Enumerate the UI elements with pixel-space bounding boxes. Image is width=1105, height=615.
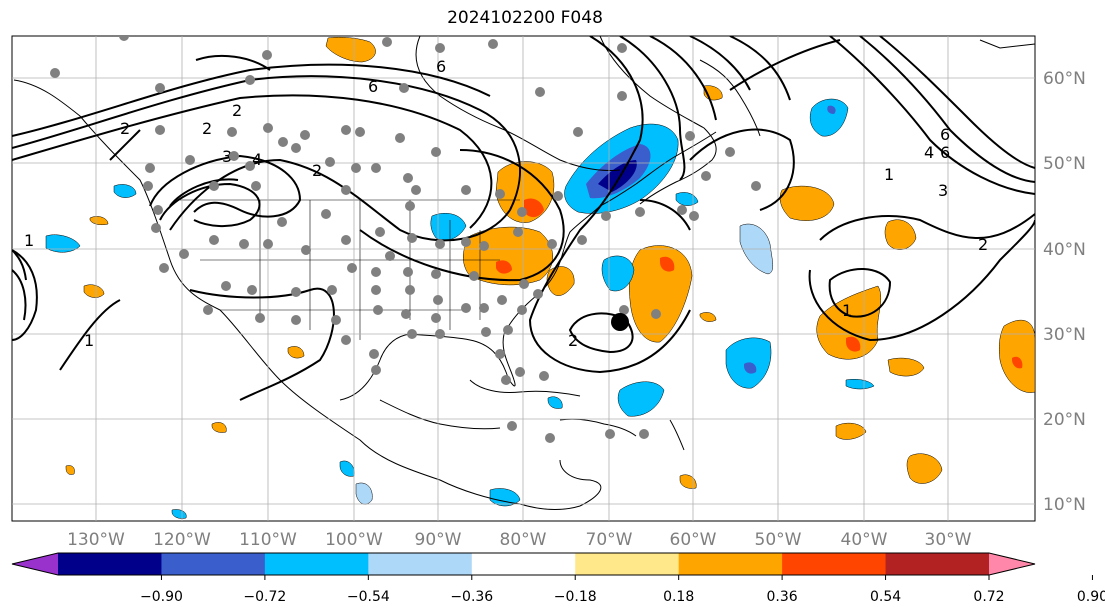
svg-text:10°N: 10°N — [1043, 495, 1086, 515]
colorbar: −0.90 −0.72 −0.54 −0.36 −0.18 0.18 0.36 0.54 0.7… — [11, 552, 1105, 605]
svg-text:6: 6 — [436, 57, 446, 76]
colorbar-segment — [575, 553, 680, 575]
latitude-labels: 60°N 50°N 40°N 30°N 20°N 10°N — [1043, 69, 1086, 515]
colorbar-segment — [471, 553, 576, 575]
svg-text:6: 6 — [940, 125, 950, 144]
colorbar-segment — [264, 553, 369, 575]
svg-text:50°W: 50°W — [755, 530, 802, 550]
svg-text:70°W: 70°W — [586, 530, 633, 550]
svg-text:90°W: 90°W — [415, 530, 462, 550]
svg-text:2: 2 — [120, 119, 130, 138]
svg-text:130°W: 130°W — [67, 530, 125, 550]
svg-text:3: 3 — [938, 181, 948, 200]
colorbar-tick-label: 0.90 — [1077, 589, 1105, 605]
svg-text:4: 4 — [252, 150, 262, 169]
svg-text:30°N: 30°N — [1043, 325, 1086, 345]
svg-text:100°W: 100°W — [325, 530, 383, 550]
svg-text:1: 1 — [842, 301, 852, 320]
longitude-labels: 130°W 120°W 110°W 100°W 90°W 80°W 70°W 6… — [67, 530, 972, 550]
svg-text:2: 2 — [232, 101, 242, 120]
svg-text:40°W: 40°W — [841, 530, 888, 550]
colorbar-tick-label: −0.72 — [243, 589, 286, 605]
positive-anomaly-shading — [65, 36, 1035, 489]
contour-lines — [12, 36, 1035, 401]
colorbar-outline — [11, 552, 1036, 576]
colorbar-tick-label: −0.18 — [554, 589, 597, 605]
svg-text:1: 1 — [24, 231, 34, 250]
svg-text:3: 3 — [222, 147, 232, 166]
svg-text:120°W: 120°W — [153, 530, 211, 550]
svg-text:20°N: 20°N — [1043, 410, 1086, 430]
colorbar-segment — [161, 553, 266, 575]
svg-text:2: 2 — [978, 235, 988, 254]
svg-text:50°N: 50°N — [1043, 154, 1086, 174]
colorbar-tick-label: −0.36 — [450, 589, 493, 605]
colorbar-tick-label: −0.54 — [347, 589, 390, 605]
svg-text:30°W: 30°W — [925, 530, 972, 550]
colorbar-segment — [368, 553, 473, 575]
colorbar-tick-label: 0.18 — [663, 589, 694, 605]
svg-text:80°W: 80°W — [500, 530, 547, 550]
svg-text:60°N: 60°N — [1043, 69, 1086, 89]
state-borders — [180, 199, 520, 340]
svg-text:6: 6 — [940, 143, 950, 162]
colorbar-extend-low — [12, 553, 58, 575]
station-markers — [50, 36, 761, 443]
colorbar-tick-label: −0.90 — [140, 589, 183, 605]
colorbar-tick-label: 0.72 — [973, 589, 1004, 605]
svg-text:40°N: 40°N — [1043, 240, 1086, 260]
contour-labels: 6 6 6 4 3 2 2 2 1 1 1 1 2 2 6 4 3 2 — [24, 57, 988, 350]
colorbar-segment — [678, 553, 783, 575]
colorbar-segment — [885, 553, 990, 575]
map-title: 2024102200 F048 — [447, 8, 603, 28]
svg-text:4: 4 — [924, 143, 934, 162]
svg-text:2: 2 — [312, 161, 322, 180]
colorbar-segment — [782, 553, 887, 575]
colorbar-extend-high — [989, 553, 1035, 575]
svg-text:1: 1 — [884, 165, 894, 184]
colorbar-tick-label: 0.54 — [870, 589, 901, 605]
svg-text:1: 1 — [84, 331, 94, 350]
negative-anomaly-shading — [45, 98, 875, 519]
svg-text:6: 6 — [368, 77, 378, 96]
svg-text:2: 2 — [202, 119, 212, 138]
colorbar-segment — [58, 553, 162, 575]
svg-text:2: 2 — [568, 331, 578, 350]
svg-text:60°W: 60°W — [670, 530, 717, 550]
storm-center-marker — [611, 313, 629, 331]
colorbar-tick-label: 0.36 — [767, 589, 798, 605]
svg-text:110°W: 110°W — [239, 530, 297, 550]
